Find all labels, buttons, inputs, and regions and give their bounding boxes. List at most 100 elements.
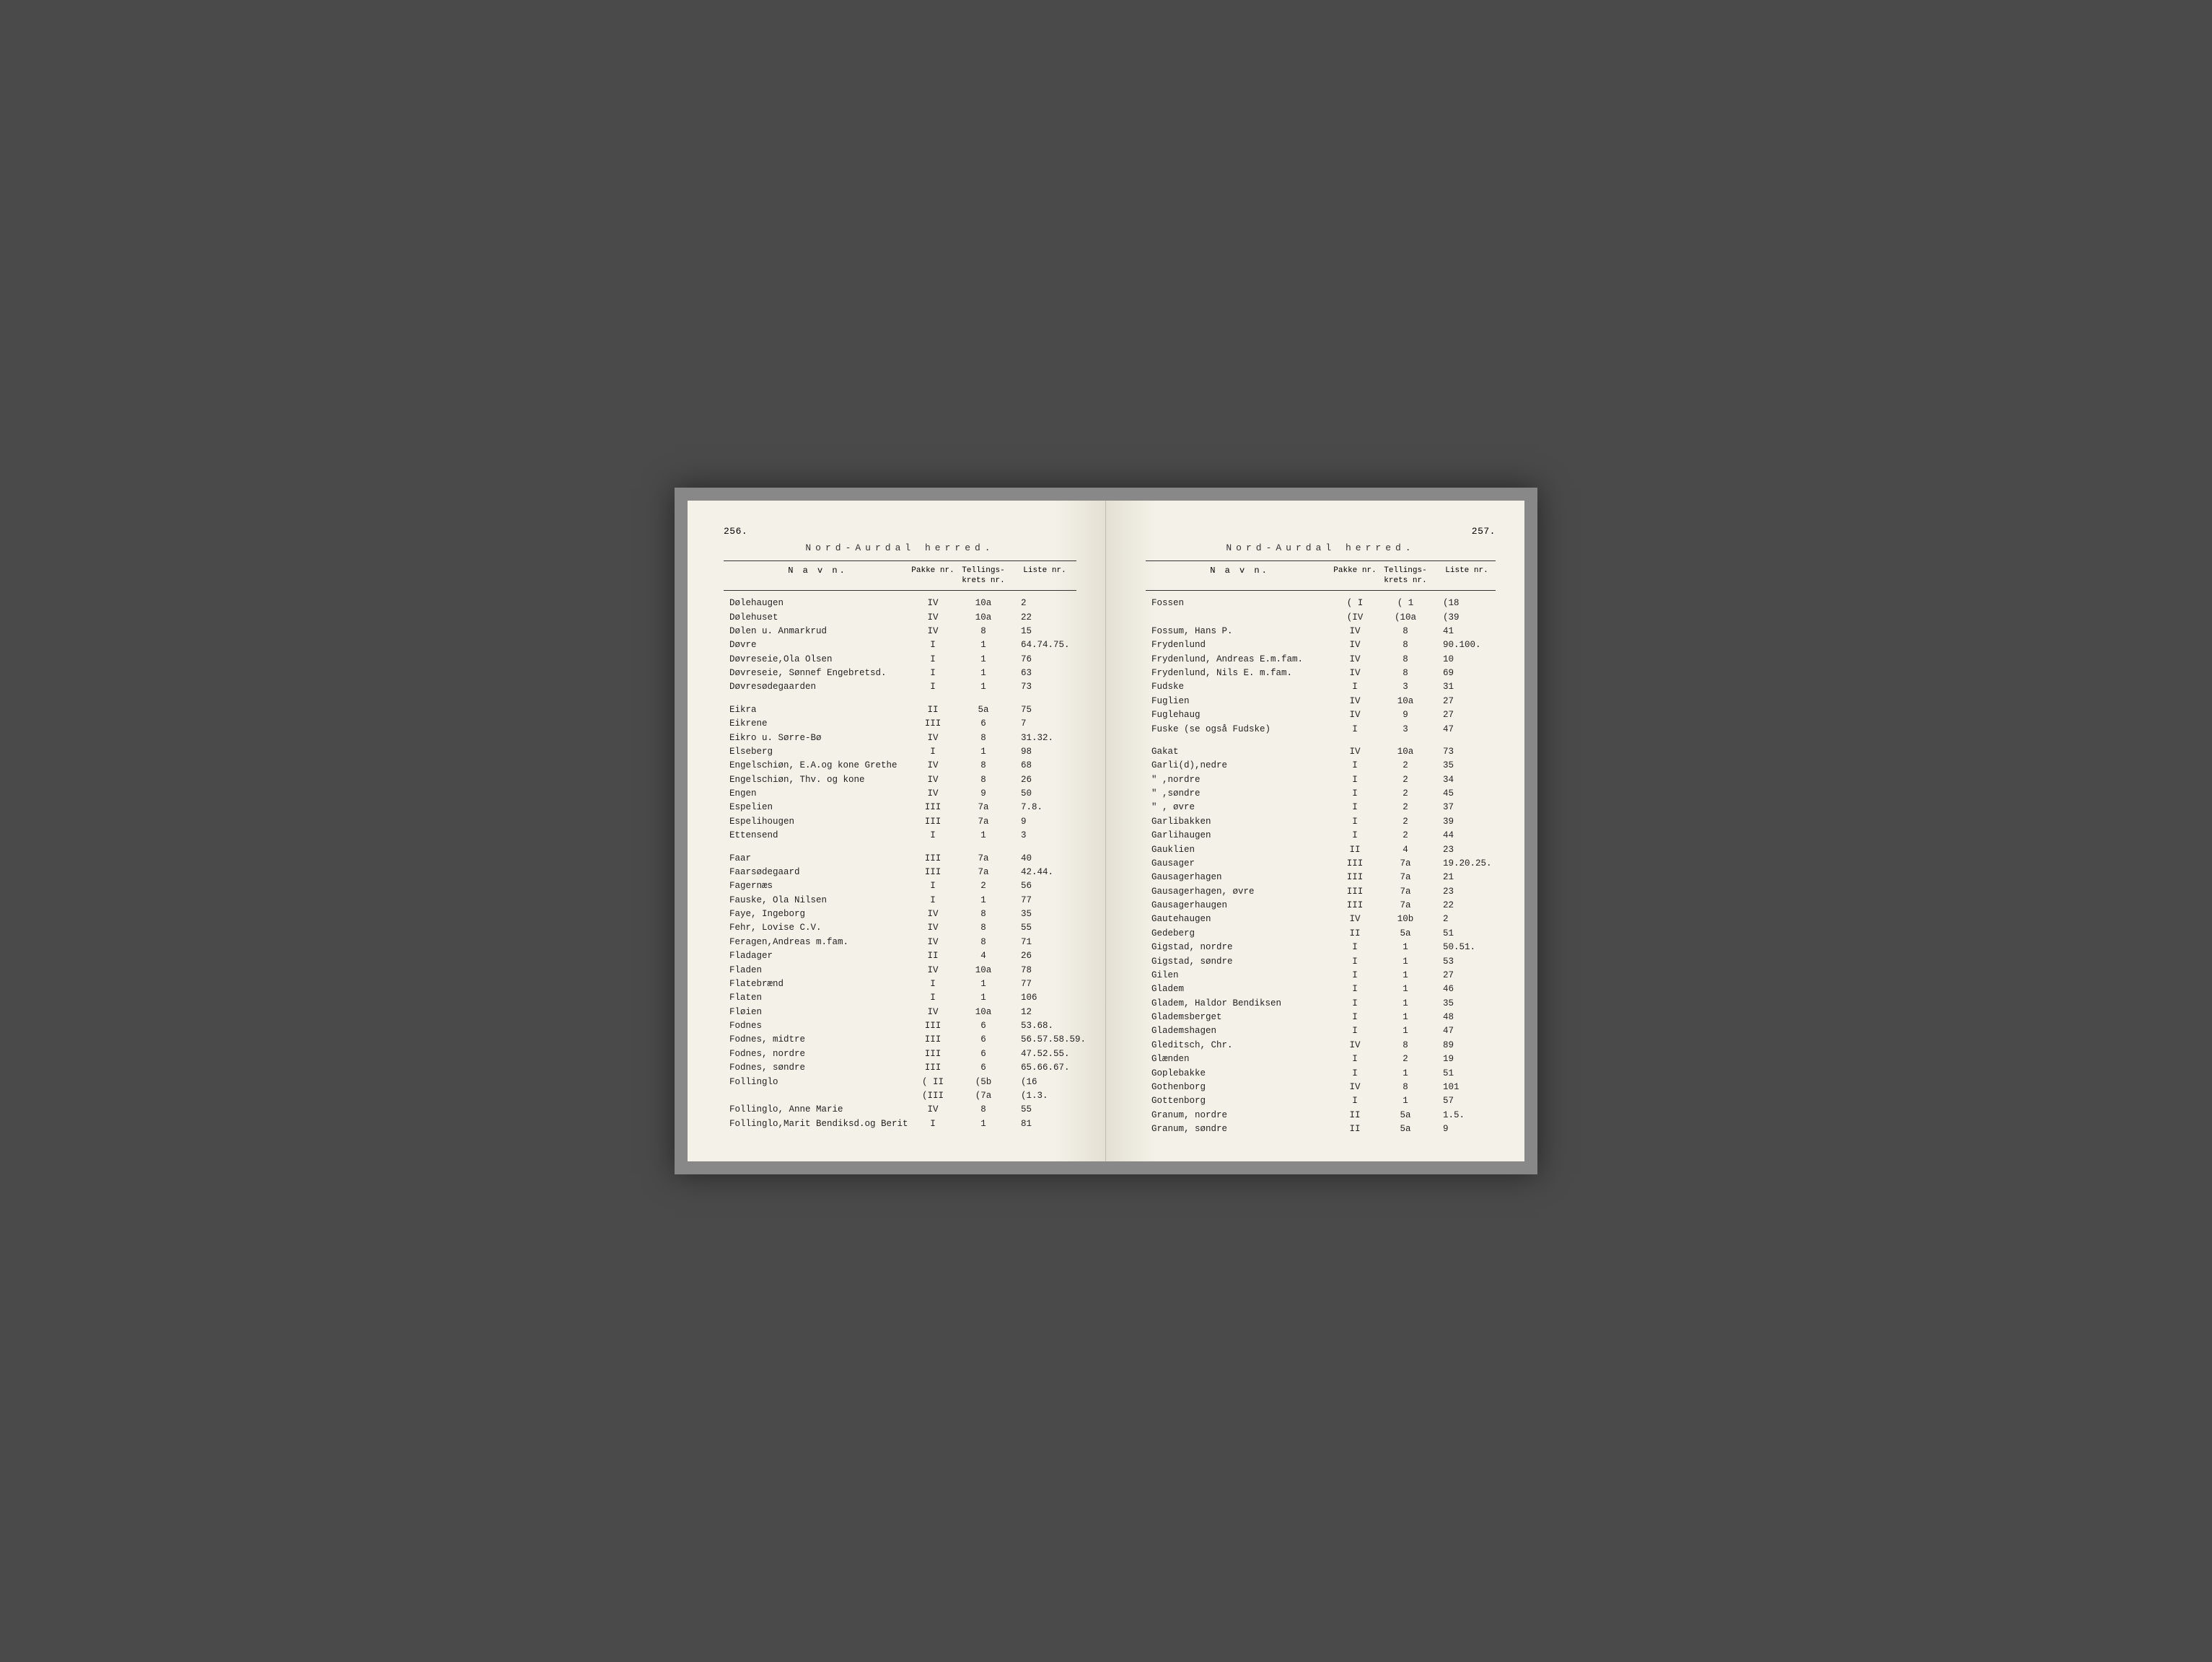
book-spread: 256. Nord-Aurdal herred. N a v n. Pakke …: [688, 501, 1524, 1162]
cell-liste: 7: [1012, 717, 1077, 731]
cell-pakke: III: [911, 801, 954, 814]
cell-krets: 7a: [954, 815, 1012, 829]
cell-krets: 8: [1377, 625, 1434, 638]
cell-pakke: IV: [911, 597, 954, 610]
table-row: Fuske (se også Fudske)I347: [1146, 723, 1496, 737]
cell-pakke: ( II: [911, 1076, 954, 1089]
cell-navn: Gausager: [1146, 857, 1333, 871]
cell-liste: 10: [1434, 653, 1499, 667]
cell-krets: 1: [954, 667, 1012, 680]
cell-liste: 56.57.58.59.: [1012, 1033, 1086, 1047]
cell-liste: 101: [1434, 1081, 1499, 1094]
cell-pakke: III: [911, 1047, 954, 1061]
cell-pakke: IV: [911, 759, 954, 773]
table-row: Granum, nordreII5a1.5.: [1146, 1109, 1496, 1122]
cell-pakke: I: [1333, 773, 1377, 787]
cell-krets: 6: [954, 1019, 1012, 1033]
cell-pakke: I: [911, 638, 954, 652]
cell-pakke: I: [1333, 997, 1377, 1011]
table-header-right: N a v n. Pakke nr. Tellings- krets nr. L…: [1146, 560, 1496, 592]
cell-pakke: IV: [911, 936, 954, 949]
cell-liste: 68: [1012, 759, 1077, 773]
cell-krets: 5a: [954, 703, 1012, 717]
cell-krets: 2: [954, 879, 1012, 893]
cell-navn: Fløien: [724, 1006, 911, 1019]
cell-krets: 7a: [954, 801, 1012, 814]
cell-liste: 9: [1434, 1122, 1499, 1136]
cell-pakke: III: [1333, 871, 1377, 884]
cell-liste: 37: [1434, 801, 1499, 814]
cell-krets: 10a: [954, 964, 1012, 977]
table-row: Fodnes, søndreIII665.66.67.: [724, 1061, 1076, 1075]
cell-krets: 8: [954, 907, 1012, 921]
cell-liste: 64.74.75.: [1012, 638, 1077, 652]
cell-navn: Frydenlund: [1146, 638, 1333, 652]
cell-krets: 8: [1377, 1039, 1434, 1052]
cell-krets: 10a: [954, 1006, 1012, 1019]
table-row: Gleditsch, Chr.IV889: [1146, 1039, 1496, 1052]
cell-pakke: IV: [911, 1006, 954, 1019]
right-page: 257. Nord-Aurdal herred. N a v n. Pakke …: [1106, 501, 1524, 1162]
cell-liste: 31: [1434, 680, 1499, 694]
cell-navn: Espelihougen: [724, 815, 911, 829]
cell-pakke: I: [911, 680, 954, 694]
cell-krets: 1: [954, 745, 1012, 759]
cell-liste: 56: [1012, 879, 1077, 893]
cell-liste: 57: [1434, 1094, 1499, 1108]
header-pakke: Pakke nr.: [1333, 566, 1377, 586]
table-row: Fossum, Hans P.IV841: [1146, 625, 1496, 638]
cell-navn: Follinglo, Anne Marie: [724, 1103, 911, 1117]
cell-pakke: II: [1333, 1109, 1377, 1122]
cell-liste: 1.5.: [1434, 1109, 1499, 1122]
table-row: FodnesIII653.68.: [724, 1019, 1076, 1033]
table-row: Fodnes, midtreIII656.57.58.59.: [724, 1033, 1076, 1047]
page-number-right: 257.: [1146, 526, 1496, 537]
cell-pakke: IV: [911, 787, 954, 801]
cell-navn: Gausagerhaugen: [1146, 899, 1333, 913]
table-row: EspelienIII7a7.8.: [724, 801, 1076, 814]
cell-pakke: II: [911, 703, 954, 717]
table-row: ElsebergI198: [724, 745, 1076, 759]
cell-krets: 1: [954, 653, 1012, 667]
cell-liste: 15: [1012, 625, 1077, 638]
cell-navn: Glademsberget: [1146, 1011, 1333, 1024]
cell-krets: 2: [1377, 815, 1434, 829]
cell-liste: 47: [1434, 1024, 1499, 1038]
table-row: Gladem, Haldor BendiksenI135: [1146, 997, 1496, 1011]
table-row: GakatIV10a73: [1146, 745, 1496, 759]
cell-navn: Frydenlund, Nils E. m.fam.: [1146, 667, 1333, 680]
cell-navn: Gothenborg: [1146, 1081, 1333, 1094]
table-row: Frydenlund, Nils E. m.fam.IV869: [1146, 667, 1496, 680]
cell-pakke: I: [1333, 982, 1377, 996]
table-row: Follinglo, Anne MarieIV855: [724, 1103, 1076, 1117]
cell-liste: 34: [1434, 773, 1499, 787]
header-liste: Liste nr.: [1012, 566, 1077, 586]
cell-krets: 5a: [1377, 927, 1434, 941]
cell-liste: 76: [1012, 653, 1077, 667]
cell-krets: 7a: [1377, 899, 1434, 913]
cell-krets: ( 1: [1377, 597, 1434, 610]
cell-navn: Garlihaugen: [1146, 829, 1333, 843]
cell-pakke: I: [1333, 759, 1377, 773]
table-row: Engelschiøn, Thv. og koneIV826: [724, 773, 1076, 787]
cell-liste: 73: [1012, 680, 1077, 694]
cell-pakke: ( I: [1333, 597, 1377, 610]
cell-navn: Follinglo: [724, 1076, 911, 1089]
table-row: GausagerhagenIII7a21: [1146, 871, 1496, 884]
cell-navn: Engelschiøn, Thv. og kone: [724, 773, 911, 787]
cell-liste: 7.8.: [1012, 801, 1077, 814]
table-row: Fodnes, nordreIII647.52.55.: [724, 1047, 1076, 1061]
cell-navn: " , øvre: [1146, 801, 1333, 814]
cell-krets: 1: [1377, 1024, 1434, 1038]
cell-krets: 7a: [1377, 857, 1434, 871]
cell-pakke: IV: [911, 907, 954, 921]
cell-krets: 1: [1377, 982, 1434, 996]
table-row: FaarsødegaardIII7a42.44.: [724, 866, 1076, 879]
cell-pakke: I: [1333, 801, 1377, 814]
table-row: GlademsbergetI148: [1146, 1011, 1496, 1024]
table-row: GausagerhaugenIII7a22: [1146, 899, 1496, 913]
cell-liste: 89: [1434, 1039, 1499, 1052]
cell-pakke: IV: [911, 964, 954, 977]
cell-navn: Dølehuset: [724, 611, 911, 625]
cell-krets: 6: [954, 1061, 1012, 1075]
